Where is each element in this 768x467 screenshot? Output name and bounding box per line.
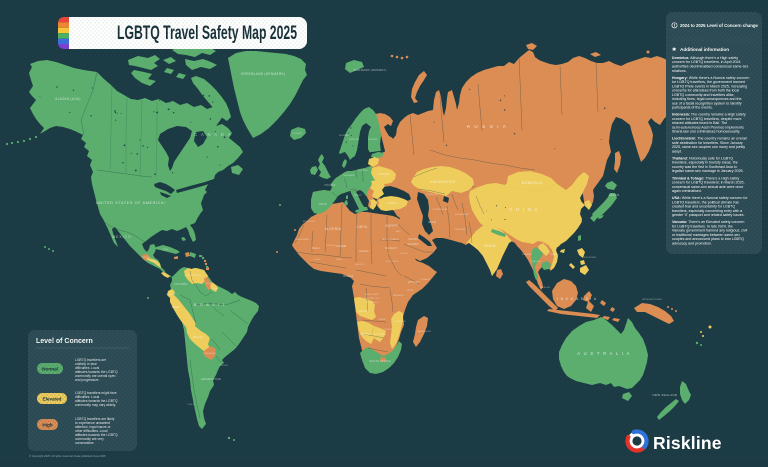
svg-text:KENYA: KENYA (406, 289, 414, 292)
svg-text:THE CONGO: THE CONGO (365, 302, 378, 304)
svg-text:C A N A D A: C A N A D A (194, 132, 232, 137)
svg-text:MYANMAR: MYANMAR (522, 253, 532, 256)
svg-text:SWEDEN: SWEDEN (349, 139, 360, 141)
svg-text:SURINAME: SURINAME (210, 287, 219, 290)
svg-text:SUDAN: SUDAN (385, 246, 397, 250)
svg-text:HONDURAS: HONDURAS (150, 260, 158, 263)
svg-text:BOTSWANA: BOTSWANA (374, 333, 387, 336)
svg-text:BOLIVIA: BOLIVIA (193, 336, 203, 339)
svg-text:URUGUAY: URUGUAY (220, 364, 229, 367)
svg-text:LIBYA: LIBYA (357, 225, 368, 229)
svg-text:COLOMBIA: COLOMBIA (174, 283, 188, 286)
svg-text:MALI: MALI (312, 246, 320, 250)
svg-text:POLAND: POLAND (358, 169, 368, 172)
svg-text:VENEZUELA: VENEZUELA (187, 274, 201, 277)
svg-text:PERU: PERU (172, 305, 181, 309)
svg-text:ALASKA (USA): ALASKA (USA) (55, 97, 80, 101)
svg-text:PARAGUAY: PARAGUAY (204, 352, 216, 355)
svg-text:FINLAND: FINLAND (368, 138, 378, 141)
svg-text:CAMEROON: CAMEROON (355, 263, 366, 266)
svg-text:ECUADOR: ECUADOR (167, 293, 176, 296)
svg-text:MOZAMBIQUE: MOZAMBIQUE (394, 320, 406, 323)
svg-text:A U S T R A L I A: A U S T R A L I A (577, 351, 630, 356)
svg-text:SPAIN: SPAIN (319, 203, 327, 206)
svg-text:PAPUA NEW GUINEA: PAPUA NEW GUINEA (642, 298, 662, 301)
svg-text:ARABIA: ARABIA (407, 242, 418, 246)
svg-text:AFGHANISTAN: AFGHANISTAN (455, 213, 469, 216)
svg-text:Riskline: Riskline (653, 433, 722, 453)
svg-text:GUATEMALA: GUATEMALA (142, 256, 151, 259)
svg-text:SVALBARD (NORWAY): SVALBARD (NORWAY) (354, 68, 387, 72)
svg-text:SOUTH AFRICA: SOUTH AFRICA (369, 359, 391, 363)
svg-text:© Copyright 2025. All rights r: © Copyright 2025. All rights reserved. D… (29, 454, 106, 458)
svg-text:ARGENTINA: ARGENTINA (201, 377, 221, 381)
svg-text:I N D O N E S I A: I N D O N E S I A (557, 297, 597, 301)
svg-text:GHANA: GHANA (336, 258, 343, 261)
svg-text:THAILAND: THAILAND (531, 260, 541, 263)
svg-text:CUBA: CUBA (162, 248, 168, 251)
svg-text:JAPAN: JAPAN (609, 193, 620, 197)
svg-text:PAKISTAN: PAKISTAN (455, 228, 466, 231)
svg-text:C H I N A: C H I N A (509, 207, 538, 212)
svg-text:MEXICO: MEXICO (112, 235, 131, 239)
svg-text:DEMOCRATIC: DEMOCRATIC (365, 293, 380, 296)
svg-text:TURKEY: TURKEY (387, 202, 398, 205)
svg-text:ALGERIA: ALGERIA (325, 227, 342, 231)
svg-text:EGYPT: EGYPT (386, 224, 399, 228)
svg-text:MONGOLIA: MONGOLIA (522, 181, 543, 185)
svg-text:NIGERIA: NIGERIA (343, 275, 354, 278)
svg-text:SOUTH SUDAN: SOUTH SUDAN (386, 260, 399, 263)
svg-text:ETHIOPIA: ETHIOPIA (408, 281, 420, 284)
svg-text:R U S S I A: R U S S I A (467, 124, 508, 129)
svg-text:GREENLAND (DENMARK): GREENLAND (DENMARK) (241, 72, 286, 76)
svg-text:IRAQ: IRAQ (395, 230, 401, 233)
svg-text:UNITED STATES OF AMERICA*: UNITED STATES OF AMERICA* (96, 201, 166, 205)
svg-text:KAZAKHSTAN: KAZAKHSTAN (430, 180, 455, 184)
svg-text:MOROCCO: MOROCCO (303, 221, 316, 223)
svg-text:ERITREA: ERITREA (400, 252, 408, 255)
svg-text:NIGER: NIGER (335, 244, 347, 248)
svg-text:SAUDI ARABIA: SAUDI ARABIA (381, 238, 399, 241)
svg-text:NAMIBIA: NAMIBIA (360, 333, 371, 336)
svg-text:GUYANA: GUYANA (206, 282, 213, 285)
svg-text:SOMALIA: SOMALIA (420, 278, 430, 281)
svg-text:GERMANY: GERMANY (343, 174, 355, 177)
svg-text:ANGOLA: ANGOLA (359, 310, 370, 313)
svg-text:UKRAINE: UKRAINE (378, 173, 390, 176)
svg-text:GUINEA: GUINEA (314, 258, 322, 261)
svg-text:ITALY: ITALY (354, 194, 362, 197)
svg-text:ZAMBIA: ZAMBIA (378, 318, 386, 321)
svg-text:CHILE: CHILE (187, 404, 195, 406)
svg-text:NORWAY: NORWAY (339, 134, 350, 137)
svg-text:FRANCE: FRANCE (324, 184, 335, 187)
svg-text:REPUBLIC OF: REPUBLIC OF (365, 298, 380, 300)
svg-text:VIETNAM: VIETNAM (550, 253, 559, 256)
svg-text:B R A Z I L: B R A Z I L (194, 302, 226, 307)
svg-text:PHILIPPINES: PHILIPPINES (584, 257, 597, 259)
svg-text:SAUDI: SAUDI (408, 237, 418, 241)
svg-text:MAURITANIA: MAURITANIA (295, 238, 309, 241)
svg-text:INDIA: INDIA (484, 244, 497, 248)
svg-text:ZIMBABWE: ZIMBABWE (383, 328, 392, 331)
svg-text:BURKINA: BURKINA (326, 244, 335, 247)
svg-text:CHAD: CHAD (359, 249, 369, 253)
svg-text:MADAGASCAR: MADAGASCAR (417, 330, 431, 333)
svg-text:IRAN: IRAN (428, 220, 436, 224)
svg-text:TURKMENISTAN: TURKMENISTAN (432, 208, 448, 211)
svg-text:TANZANIA: TANZANIA (393, 294, 404, 297)
svg-text:MALAYSIA: MALAYSIA (540, 286, 550, 289)
svg-text:UZBEKISTAN: UZBEKISTAN (426, 193, 439, 196)
svg-text:ICELAND: ICELAND (292, 132, 303, 135)
svg-text:NEW ZEALAND: NEW ZEALAND (653, 393, 679, 397)
